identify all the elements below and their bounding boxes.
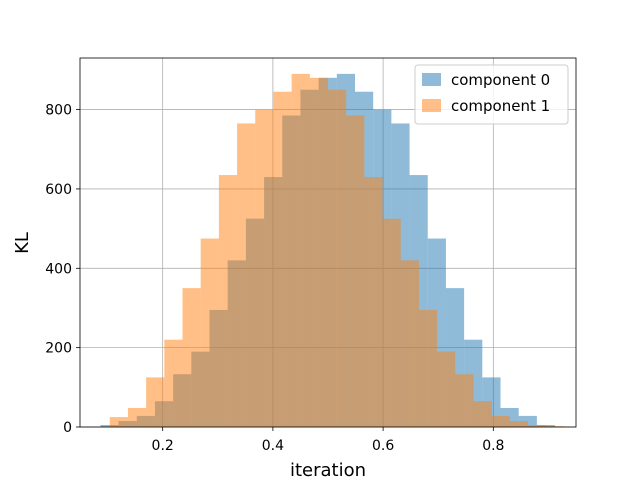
legend-label: component 1 xyxy=(451,97,550,115)
histogram-bar xyxy=(328,89,347,427)
histogram-bar xyxy=(346,115,365,427)
histogram-bar xyxy=(164,339,183,427)
x-tick-label: 0.2 xyxy=(152,438,174,454)
histogram-bar xyxy=(109,417,128,427)
histogram-bar xyxy=(255,109,274,428)
bars-layer xyxy=(100,73,565,428)
histogram-bar xyxy=(473,401,492,427)
histogram-bar xyxy=(528,425,547,427)
histogram-bar xyxy=(146,377,165,427)
x-tick-label: 0.8 xyxy=(482,438,504,454)
histogram-bar xyxy=(491,415,510,427)
y-tick-label: 200 xyxy=(45,341,72,357)
histogram-bar xyxy=(364,177,383,427)
legend-frame xyxy=(414,64,569,125)
y-tick-label: 800 xyxy=(45,103,72,119)
histogram-bar xyxy=(182,288,201,427)
legend-label: component 0 xyxy=(451,71,550,89)
histogram-bar xyxy=(382,218,401,427)
histogram-bar xyxy=(127,407,147,427)
legend-swatch xyxy=(422,73,441,86)
y-tick-label: 400 xyxy=(45,261,72,277)
ticks-layer: 0.2 0.4 0.6 0.8 0 200 400 600 800 xyxy=(45,103,504,454)
histogram-bar xyxy=(309,77,328,427)
y-tick-label: 0 xyxy=(63,420,72,436)
histogram-bar xyxy=(455,374,474,427)
x-axis-label: iteration xyxy=(290,460,366,480)
histogram-bar xyxy=(100,425,119,427)
histogram-bar xyxy=(200,238,219,427)
histogram-bar xyxy=(291,73,310,427)
histogram-bar xyxy=(418,309,438,427)
y-tick-label: 600 xyxy=(45,182,72,198)
histogram-bar xyxy=(237,123,256,427)
series-1-bars xyxy=(109,73,565,428)
histogram-bar xyxy=(218,175,238,427)
histogram-bar xyxy=(400,260,419,427)
histogram-bar xyxy=(509,421,529,427)
y-axis-label: KL xyxy=(12,232,33,254)
plot-frame xyxy=(79,57,577,428)
histogram-bar xyxy=(273,91,292,428)
histogram-bar xyxy=(437,351,456,427)
legend: component 0 component 1 xyxy=(414,64,569,125)
x-tick-label: 0.6 xyxy=(372,438,394,454)
x-tick-label: 0.4 xyxy=(262,438,284,454)
legend-swatch xyxy=(422,99,441,112)
